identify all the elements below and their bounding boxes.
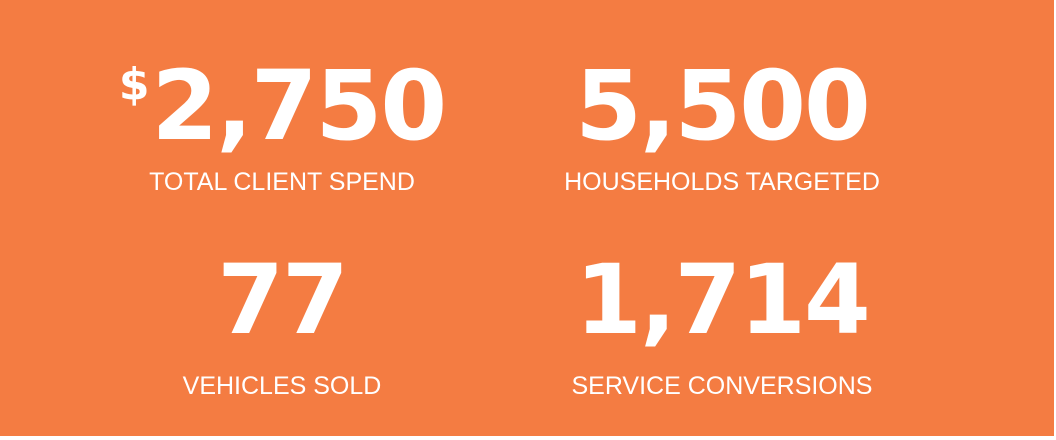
stat-total-client-spend: $2,750 TOTAL CLIENT SPEND (92, 58, 472, 195)
stat-label: SERVICE CONVERSIONS (571, 372, 873, 400)
currency-symbol: $ (118, 59, 150, 110)
stat-number: 2,750 (151, 50, 447, 162)
stat-label: TOTAL CLIENT SPEND (149, 168, 415, 196)
stat-value: 1,714 (575, 244, 871, 356)
stat-households-targeted: 5,500 HOUSEHOLDS TARGETED (532, 58, 912, 195)
stat-value: $2,750 (92, 58, 472, 154)
stat-service-conversions: 1,714 SERVICE CONVERSIONS (532, 252, 912, 399)
stat-value: 5,500 (575, 50, 871, 162)
stat-vehicles-sold: 77 VEHICLES SOLD (92, 252, 472, 399)
stat-label: HOUSEHOLDS TARGETED (564, 168, 880, 196)
stat-label: VEHICLES SOLD (182, 372, 382, 400)
stat-value: 77 (217, 244, 349, 356)
